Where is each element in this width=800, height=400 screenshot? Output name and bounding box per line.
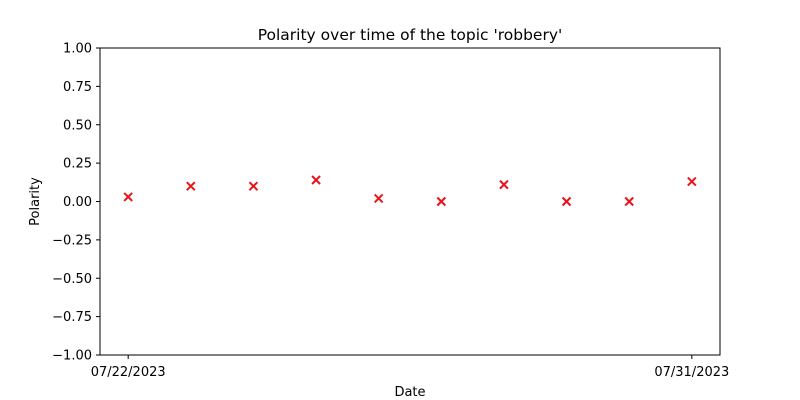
data-point (248, 181, 259, 191)
y-tick-label: 0.50 (63, 118, 92, 133)
data-point (123, 192, 133, 202)
y-tick-label: 0.25 (63, 157, 92, 172)
y-tick-label: −0.75 (52, 310, 92, 325)
chart-title: Polarity over time of the topic 'robbery… (258, 26, 563, 44)
x-axis-label: Date (394, 385, 425, 400)
y-tick-label: −0.25 (52, 233, 92, 248)
data-points (123, 175, 697, 207)
data-point (624, 196, 634, 207)
data-point (186, 181, 196, 191)
data-point (373, 193, 384, 204)
x-tick-label: 07/22/2023 (91, 365, 166, 380)
data-point (311, 175, 321, 185)
y-axis-label: Polarity (28, 177, 43, 226)
data-point (561, 196, 572, 207)
y-tick-label: −1.00 (52, 349, 92, 364)
data-point (687, 176, 697, 187)
y-tick-label: 0.00 (63, 195, 92, 210)
data-point (436, 196, 447, 207)
x-tick-label: 07/31/2023 (654, 365, 729, 380)
y-tick-label: −0.50 (52, 272, 92, 287)
x-axis-ticks: 07/22/2023 07/31/2023 (91, 355, 729, 380)
y-axis-ticks: −1.00 −0.75 −0.50 −0.25 0.00 0.25 0.50 0.75 1.00 (52, 42, 100, 364)
y-tick-label: 0.75 (63, 80, 92, 95)
data-point (499, 179, 509, 190)
y-tick-label: 1.00 (63, 42, 92, 57)
plot-area-frame (99, 47, 721, 356)
